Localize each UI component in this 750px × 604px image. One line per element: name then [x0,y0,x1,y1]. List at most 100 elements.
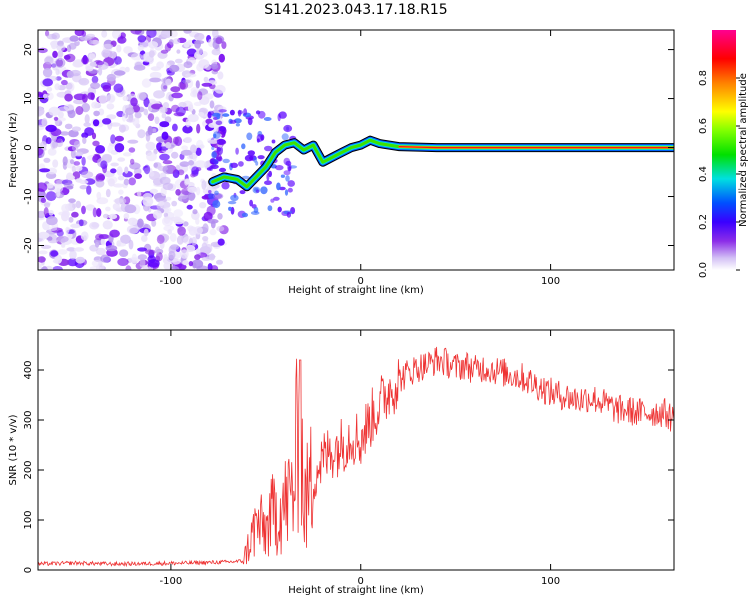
noise-speck [151,219,157,227]
noise-speck [109,122,121,127]
noise-speck [66,175,75,181]
transition-blob [214,190,219,196]
noise-speck [196,123,201,134]
noise-speck [143,108,149,116]
noise-speck [69,159,75,165]
noise-speck [98,94,108,105]
noise-speck [128,147,136,153]
noise-speck [57,235,69,243]
transition-blob [252,186,261,194]
colorbar: 0.0 0.2 0.4 0.6 0.8 Normalized spectral ampl… [698,30,749,278]
transition-blob [216,138,226,145]
noise-speck [106,114,117,120]
noise-speck [81,102,90,113]
noise-speck [61,203,70,213]
transition-blob [286,211,292,218]
noise-speck [147,259,160,268]
noise-speck [102,84,112,92]
noise-speck [163,225,175,232]
noise-speck [46,216,58,226]
noise-speck [182,221,189,227]
y-tick-label: 0 [23,567,34,573]
y-tick-label: 400 [23,360,34,379]
transition-blob [211,151,217,159]
noise-speck [44,202,51,208]
noise-speck [85,65,94,72]
noise-speck [88,53,96,60]
noise-speck [215,37,223,45]
noise-speck [199,144,205,149]
noise-speck [141,78,152,88]
transition-blob [215,120,223,126]
noise-speck [39,191,47,199]
noise-speck [52,159,59,168]
noise-speck [42,93,48,99]
noise-speck [201,82,213,87]
noise-speck [38,47,48,54]
noise-speck [198,59,210,69]
noise-speck [86,185,92,195]
noise-speck [91,39,100,45]
noise-speck [89,221,100,230]
transition-blob [218,109,227,113]
noise-speck [42,67,53,78]
ridge-core-red [398,146,674,149]
transition-blob [235,123,240,127]
noise-speck [163,254,168,262]
noise-speck [147,125,153,136]
noise-speck [40,141,47,150]
x-tick-label: 100 [541,576,560,587]
noise-speck [78,77,90,86]
noise-speck [67,109,76,119]
noise-speck [121,112,127,122]
noise-speck [50,250,59,257]
noise-speck [201,180,207,190]
noise-speck [81,30,87,37]
transition-blob [241,175,250,180]
noise-speck [75,165,83,172]
colorbar-tick-label: 0.0 [698,262,709,278]
noise-speck [143,164,151,175]
transition-blob [212,131,221,139]
noise-speck [194,254,201,260]
noise-speck [163,216,171,224]
noise-speck [184,136,192,144]
noise-speck [38,182,48,192]
noise-speck [43,157,51,163]
y-tick-label: 10 [23,92,34,105]
noise-speck [47,226,58,232]
noise-speck [63,104,75,111]
noise-speck [176,49,181,54]
noise-speck [201,256,212,261]
x-tick-label: 0 [358,576,364,587]
noise-speck [148,50,155,58]
noise-speck [108,213,118,220]
noise-speck [68,198,76,203]
noise-speck [217,213,223,220]
noise-speck [38,106,45,116]
colorbar-tick-label: 0.6 [698,118,709,134]
noise-speck [90,82,101,90]
noise-speck [198,112,205,117]
transition-blob [230,162,239,168]
noise-speck [159,153,170,161]
noise-speck [195,217,200,225]
transition-blob [208,190,212,194]
transition-blob [275,165,284,171]
noise-speck [165,78,172,86]
spectrogram-frame [37,29,675,271]
noise-speck [70,223,81,229]
noise-speck [92,119,100,127]
noise-speck [95,241,100,248]
transition-blob [229,109,235,116]
noise-speck [146,30,157,38]
noise-speck [118,189,124,195]
noise-speck [132,117,140,127]
noise-speck [156,234,165,244]
y-tick-label: 300 [23,410,34,429]
noise-speck [80,231,89,241]
transition-blob [247,117,253,126]
transition-blob [222,158,230,164]
noise-speck [137,254,148,261]
